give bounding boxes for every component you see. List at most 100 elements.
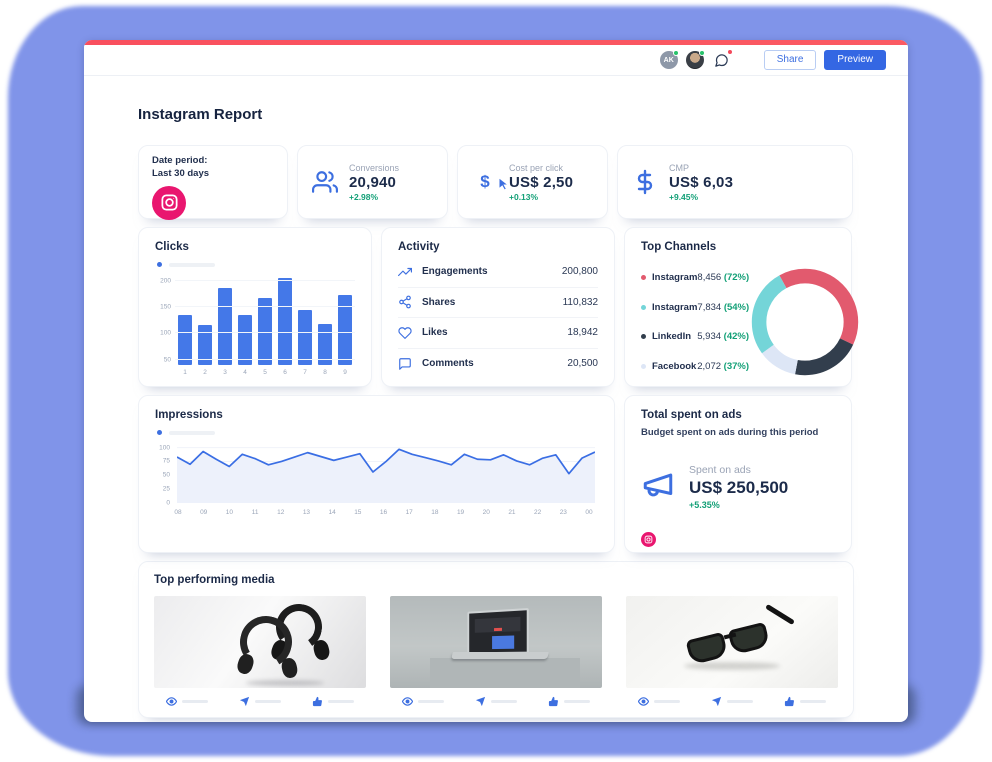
clicks-title: Clicks <box>155 241 189 253</box>
instagram-icon <box>641 532 656 547</box>
metric-label: Conversions <box>349 162 400 173</box>
notification-dot <box>726 49 733 55</box>
dollar-icon <box>631 169 659 195</box>
channel-label: Instagram <box>652 301 698 313</box>
media-image-laptop[interactable] <box>390 596 602 688</box>
likes-icon <box>784 696 794 707</box>
metric-delta: +0.13% <box>509 191 539 202</box>
activity-value: 200,800 <box>561 266 598 278</box>
series-legend-placeholder <box>157 262 355 267</box>
activity-label: Engagements <box>422 266 488 278</box>
spent-title: Total spent on ads <box>641 409 742 421</box>
metric-value: US$ 6,03 <box>669 173 734 191</box>
media-item <box>390 596 602 707</box>
metric-placeholder <box>328 700 354 703</box>
channel-label: Instagram <box>652 272 698 284</box>
conversions-card: Conversions 20,940 +2.98% <box>297 145 448 219</box>
channel-value: 8,456 (72%) <box>697 272 750 284</box>
shares-icon <box>711 696 722 707</box>
activity-value: 18,942 <box>567 327 598 339</box>
likes-icon <box>398 326 422 340</box>
media-image-headphones[interactable] <box>154 596 366 688</box>
clicks-bar <box>218 287 232 365</box>
metric-placeholder <box>182 700 208 703</box>
megaphone-icon <box>641 468 675 507</box>
instagram-icon <box>152 185 186 220</box>
clicks-bar <box>178 315 192 365</box>
media-metrics <box>390 688 602 707</box>
metric-placeholder <box>564 700 590 703</box>
metric-value: US$ 2,50 <box>509 173 574 191</box>
metric-placeholder <box>800 700 826 703</box>
shares-icon <box>475 696 486 707</box>
media-image-sunglasses[interactable] <box>626 596 838 688</box>
share-button[interactable]: Share <box>763 50 817 70</box>
activity-row: Shares 110,832 <box>398 288 598 318</box>
top-channels-card: Top Channels Instagram 8,456 (72%) Instagr… <box>624 227 859 387</box>
clicks-bar <box>318 323 332 365</box>
report-content: Instagram Report Date period: Last 30 da… <box>84 106 908 718</box>
activity-value: 20,500 <box>567 358 598 370</box>
channels-donut-chart <box>749 266 861 378</box>
avatar[interactable] <box>685 50 705 69</box>
clicks-bar <box>298 310 312 365</box>
media-title: Top performing media <box>154 574 275 586</box>
window-header: AK Share Preview <box>84 45 908 76</box>
clicks-bar-chart: 50 100 150 200 <box>155 273 355 365</box>
app-window: AK Share Preview Instagram Report Date p… <box>84 40 908 722</box>
date-period-label: Date period: <box>152 155 208 166</box>
views-icon <box>402 697 413 706</box>
clicks-bar <box>278 277 292 365</box>
cmp-card: CMP US$ 6,03 +9.45% <box>617 145 853 219</box>
channel-label: LinkedIn <box>652 331 692 343</box>
impressions-row: Impressions 0 25 50 75 100 08 09 10 11 12 13 14 15 1… <box>138 395 854 553</box>
clicks-bar <box>198 324 212 365</box>
activity-value: 110,832 <box>562 296 598 308</box>
metric-placeholder <box>654 700 680 703</box>
online-status-dot <box>698 50 705 56</box>
dollar-cursor-icon: $ <box>471 172 509 192</box>
spent-value: US$ 250,500 <box>689 478 789 497</box>
cost-per-click-card: $ Cost per click US$ 2,50 +0.13% <box>457 145 608 219</box>
chat-button[interactable] <box>712 49 733 70</box>
chat-icon <box>715 53 728 67</box>
metric-placeholder <box>491 700 517 703</box>
preview-button[interactable]: Preview <box>824 50 886 70</box>
activity-label: Shares <box>422 296 456 308</box>
spent-label: Spent on ads <box>689 464 751 476</box>
window-accent-bar <box>84 40 908 45</box>
channel-legend-row: Instagram 8,456 (72%) <box>641 263 749 293</box>
impressions-title: Impressions <box>155 409 223 421</box>
metric-label: Cost per click <box>509 162 564 173</box>
channel-legend-row: Facebook 2,072 (37%) <box>641 352 749 382</box>
shares-icon <box>239 696 250 707</box>
channel-value: 2,072 (37%) <box>697 360 749 372</box>
channels-legend: Instagram 8,456 (72%) Instagram 7,834 (54%)… <box>641 263 749 381</box>
activity-label: Comments <box>422 358 474 370</box>
impressions-card: Impressions 0 25 50 75 100 08 09 10 11 12 13 14 15 1… <box>138 395 615 553</box>
channel-dot-icon <box>641 334 646 340</box>
total-spent-card: Total spent on ads Budget spent on ads d… <box>624 395 852 553</box>
channel-value: 5,934 (42%) <box>697 331 749 343</box>
channel-label: Facebook <box>652 360 697 372</box>
metric-delta: +2.98% <box>349 191 379 202</box>
channel-legend-row: Instagram 7,834 (54%) <box>641 293 749 323</box>
avatar-initials: AK <box>663 56 674 64</box>
clicks-bar <box>258 297 272 365</box>
avatar[interactable]: AK <box>659 50 679 69</box>
top-performing-media-card: Top performing media <box>138 561 854 718</box>
activity-card: Activity Engagements 200,800 Shares 110,… <box>381 227 615 387</box>
legend-dot-icon <box>157 430 162 435</box>
likes-icon <box>312 696 322 707</box>
users-icon <box>311 169 339 195</box>
metric-delta: +9.45% <box>669 191 699 202</box>
metric-label: CMP <box>669 162 689 173</box>
channel-dot-icon <box>641 275 646 281</box>
comments-icon <box>398 357 422 371</box>
media-metrics <box>626 688 838 707</box>
channel-legend-row: LinkedIn 5,934 (42%) <box>641 322 749 352</box>
spent-subtitle: Budget spent on ads during this period <box>641 427 819 438</box>
